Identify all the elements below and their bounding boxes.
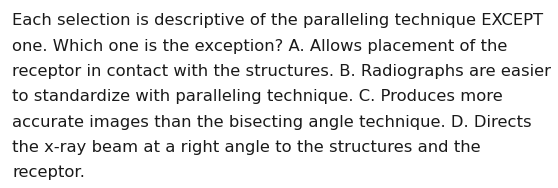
Text: to standardize with paralleling technique. C. Produces more: to standardize with paralleling techniqu… [12,89,503,104]
Text: the x-ray beam at a right angle to the structures and the: the x-ray beam at a right angle to the s… [12,140,481,155]
Text: Each selection is descriptive of the paralleling technique EXCEPT: Each selection is descriptive of the par… [12,13,543,28]
Text: accurate images than the bisecting angle technique. D. Directs: accurate images than the bisecting angle… [12,115,532,130]
Text: receptor.: receptor. [12,165,85,180]
Text: one. Which one is the exception? A. Allows placement of the: one. Which one is the exception? A. Allo… [12,39,508,54]
Text: receptor in contact with the structures. B. Radiographs are easier: receptor in contact with the structures.… [12,64,551,79]
